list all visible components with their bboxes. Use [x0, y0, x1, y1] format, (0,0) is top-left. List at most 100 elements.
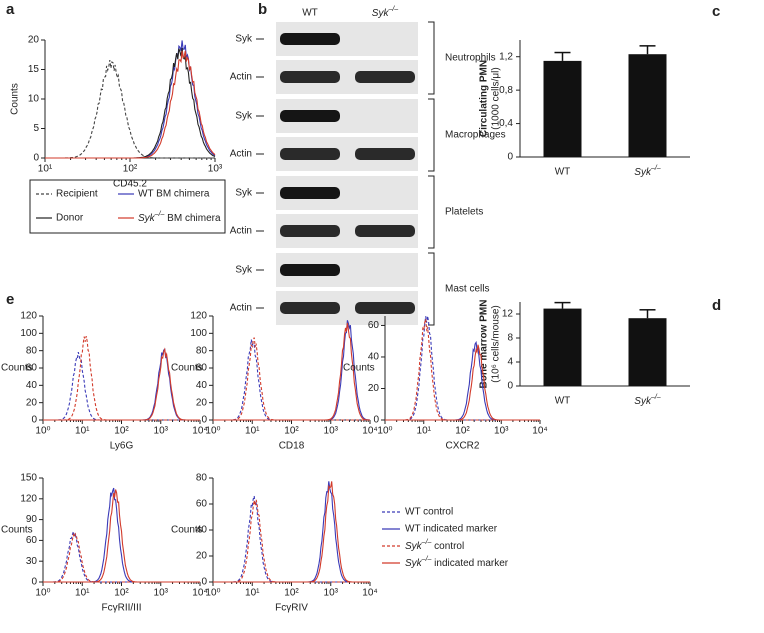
y-tick-label: 40	[368, 352, 380, 363]
group-label: Macrophages	[445, 130, 506, 141]
y-tick-label: 0,8	[499, 85, 513, 96]
panel-label: b	[258, 1, 267, 18]
blot-band	[280, 302, 340, 314]
y-tick-label: 0	[31, 577, 37, 588]
histogram-curve	[385, 318, 540, 421]
histogram-curve	[45, 40, 216, 159]
x-tick-label: 10³	[324, 588, 339, 599]
x-tick-label: 10²	[123, 164, 138, 175]
y-tick-label: 20	[28, 35, 40, 46]
legend-label: Recipient	[56, 189, 98, 200]
panel-label: d	[712, 297, 721, 314]
column-header: Syk–/–	[372, 6, 399, 19]
x-tick-label: 10⁰	[35, 588, 50, 599]
row-label: Actin	[230, 72, 252, 83]
x-tick-label: 10²	[114, 588, 129, 599]
y-tick-label: 1,2	[499, 51, 513, 62]
bar	[543, 60, 582, 158]
x-tick-label: 10¹	[38, 164, 53, 175]
y-tick-label: 4	[507, 357, 513, 368]
y-tick-label: 60	[196, 499, 208, 510]
legend-box	[29, 179, 226, 234]
x-tick-label: 10²	[284, 588, 299, 599]
axis	[44, 40, 215, 159]
y-tick-label: 5	[33, 123, 39, 134]
group-bracket	[428, 252, 435, 326]
x-tick-label: 10⁴	[192, 588, 207, 599]
x-axis-label: FcγRII/III	[102, 603, 142, 614]
blot-band	[280, 110, 340, 122]
blot-band	[355, 302, 415, 314]
row-label: Actin	[230, 226, 252, 237]
legend-label: WT indicated marker	[405, 524, 498, 535]
histogram-curve	[43, 351, 200, 421]
y-tick-label: 0	[201, 577, 207, 588]
y-tick-label: 0	[33, 153, 39, 164]
y-tick-label: 80	[196, 473, 208, 484]
y-tick-label: 80	[26, 345, 38, 356]
x-tick-label: 10¹	[245, 426, 260, 437]
blot-band	[355, 225, 415, 237]
y-axis-label: Counts	[171, 363, 203, 374]
x-tick-label: 10¹	[245, 588, 260, 599]
x-axis-label: FcγRIV	[275, 603, 308, 614]
y-tick-label: 12	[502, 309, 514, 320]
histogram-curve	[385, 315, 540, 421]
y-tick-label: 20	[196, 551, 208, 562]
group-bracket	[428, 98, 435, 172]
histogram-curve	[43, 489, 200, 583]
y-tick-label: 120	[20, 493, 37, 504]
x-axis-label: Ly6G	[110, 441, 134, 452]
histogram-curve	[213, 481, 370, 583]
blot-band	[280, 33, 340, 45]
bar	[543, 308, 582, 386]
legend-label: Syk–/– BM chimera	[138, 211, 221, 224]
group-label: Neutrophils	[445, 53, 496, 64]
row-label: Actin	[230, 149, 252, 160]
y-axis-label: Counts	[343, 363, 375, 374]
y-tick-label: 0	[31, 415, 37, 426]
column-header: WT	[302, 8, 318, 19]
y-tick-label: 10	[28, 94, 40, 105]
y-tick-label: 60	[26, 363, 38, 374]
y-tick-label: 0	[201, 415, 207, 426]
y-axis-label: Counts	[1, 525, 33, 536]
histogram-curve	[385, 344, 540, 421]
legend-label: Syk–/– indicated marker	[405, 556, 509, 569]
row-label: Actin	[230, 303, 252, 314]
row-label: Syk	[235, 265, 253, 276]
group-label: Platelets	[445, 207, 483, 218]
x-tick-label: 10⁴	[532, 426, 547, 437]
y-axis-label: (1000 cells/μl)	[491, 67, 502, 129]
legend-label: Donor	[56, 213, 84, 224]
y-tick-label: 40	[196, 525, 208, 536]
x-tick-label: 10⁰	[205, 426, 220, 437]
panel-label: c	[712, 3, 720, 20]
y-tick-label: 150	[20, 473, 37, 484]
group-bracket	[428, 21, 435, 95]
x-tick-label: 10²	[284, 426, 299, 437]
x-tick-label: 10³	[208, 164, 223, 175]
x-tick-label: 10³	[494, 426, 509, 437]
axis	[384, 316, 540, 421]
group-label: Mast cells	[445, 284, 489, 295]
row-label: Syk	[235, 34, 253, 45]
y-axis-label: Counts	[10, 83, 21, 115]
x-tick-label: 10⁴	[192, 426, 207, 437]
y-tick-label: 0	[373, 415, 379, 426]
x-tick-label: 10²	[455, 426, 470, 437]
x-axis-label: CXCR2	[446, 441, 480, 452]
blot-band	[280, 225, 340, 237]
x-tick-label: 10⁰	[35, 426, 50, 437]
y-axis-label: Counts	[1, 363, 33, 374]
y-tick-label: 40	[26, 380, 38, 391]
x-axis-label: CD45.2	[113, 179, 147, 190]
y-tick-label: 90	[26, 514, 38, 525]
histogram-curve	[43, 531, 200, 583]
blot-band	[280, 71, 340, 83]
y-tick-label: 60	[26, 535, 38, 546]
y-tick-label: 60	[196, 363, 208, 374]
blot-band	[355, 148, 415, 160]
y-tick-label: 0	[507, 381, 513, 392]
